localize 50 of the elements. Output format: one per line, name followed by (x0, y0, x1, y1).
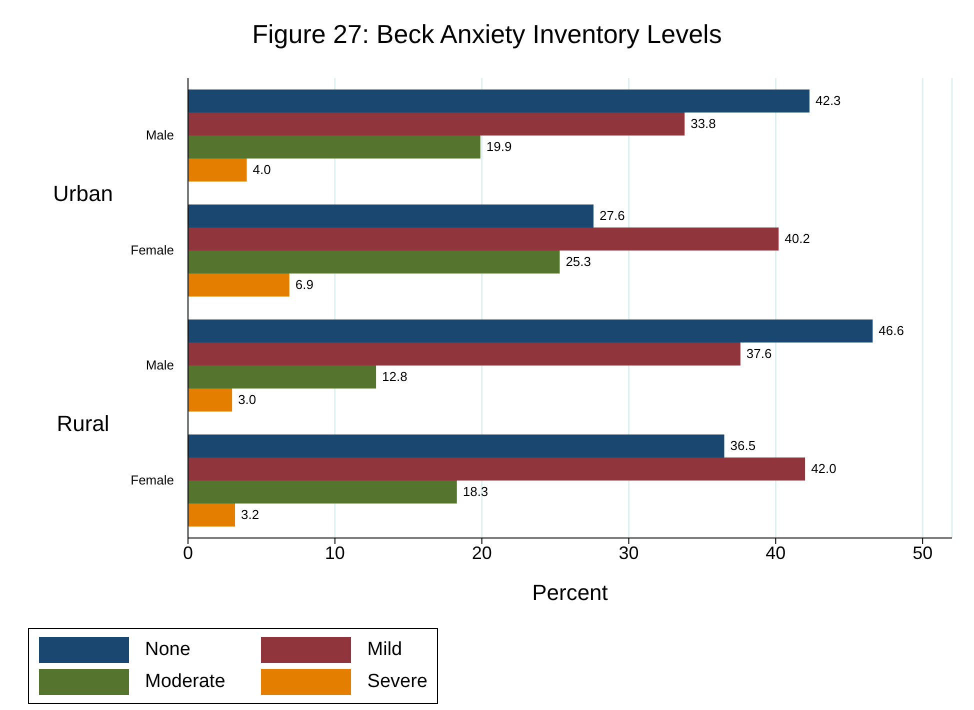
legend-label: Moderate (145, 671, 226, 693)
data-label: 37.6 (746, 346, 772, 361)
data-label: 27.6 (600, 208, 625, 223)
chart-title: Figure 27: Beck Anxiety Inventory Levels (251, 18, 723, 51)
data-label: 25.3 (566, 254, 592, 269)
bar (188, 112, 685, 136)
data-label: 40.2 (784, 231, 810, 246)
x-axis-title: Percent (532, 580, 608, 605)
x-tick-label: 0 (182, 542, 194, 563)
y-tick-label: Male (146, 358, 174, 372)
y-tick-label: Female (130, 472, 174, 488)
bar (188, 458, 806, 480)
legend-label: Severe (367, 671, 428, 693)
bar (188, 480, 457, 504)
bar (188, 342, 740, 366)
data-label: 12.8 (382, 369, 408, 384)
data-label: 18.3 (462, 484, 488, 499)
data-label: 42.0 (811, 461, 836, 476)
legend-label: Mild (367, 639, 402, 661)
bar (188, 90, 810, 112)
x-tick-label: 30 (618, 542, 639, 563)
text: Rural (56, 411, 110, 436)
bar (188, 136, 480, 158)
data-label: 4.0 (252, 162, 271, 177)
x-tick-label: 20 (472, 542, 492, 563)
data-label: 36.5 (730, 438, 756, 453)
text: Urban (53, 181, 113, 206)
data-label: 19.9 (486, 139, 512, 154)
data-label: 42.3 (815, 93, 841, 108)
x-tick-label: 10 (324, 542, 345, 563)
data-label: 33.8 (690, 116, 716, 131)
bar (188, 250, 560, 274)
x-tick-label: 40 (766, 542, 786, 563)
x-tick-label: 50 (912, 542, 933, 563)
bar (188, 228, 779, 250)
bar (188, 434, 724, 458)
y-tick-label: Female (130, 242, 174, 258)
bar (188, 504, 236, 526)
data-label: 3.0 (238, 392, 256, 407)
bar (188, 388, 232, 412)
bar (188, 320, 873, 342)
bar (188, 204, 594, 228)
data-label: 6.9 (295, 277, 314, 292)
data-label: 3.2 (241, 507, 260, 522)
bar (188, 158, 247, 182)
bar (188, 366, 376, 388)
bar (188, 274, 290, 296)
y-tick-label: Male (146, 128, 174, 142)
data-label: 46.6 (878, 323, 904, 338)
legend-label: None (145, 639, 190, 661)
